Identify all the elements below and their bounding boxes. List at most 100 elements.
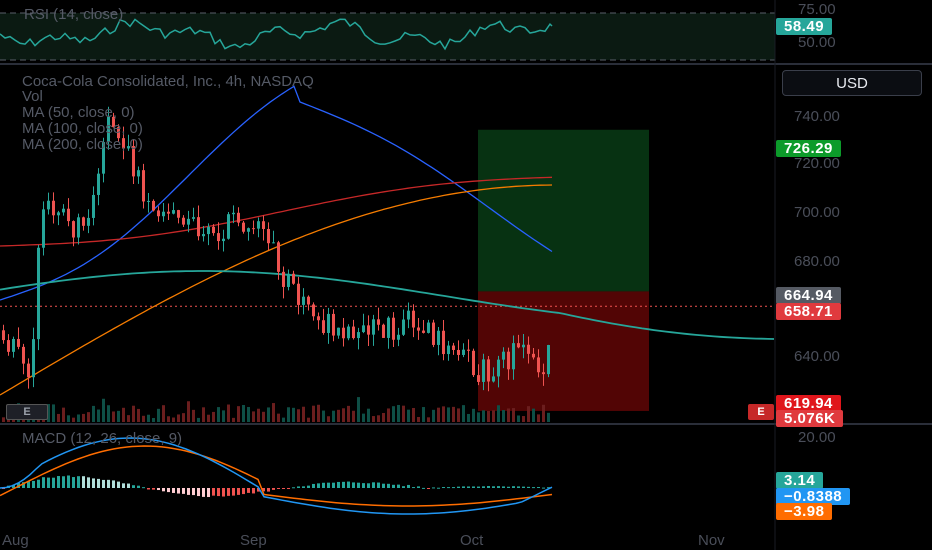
macd-histogram-bar xyxy=(247,488,250,493)
macd-histogram-bar xyxy=(257,488,260,492)
candle-up xyxy=(187,218,190,225)
candle-down xyxy=(297,283,300,305)
macd-histogram-bar xyxy=(177,488,180,494)
volume-bar xyxy=(507,408,510,422)
volume-bar xyxy=(92,405,95,422)
stop-loss-tag: 619.94 xyxy=(776,395,841,412)
macd-histogram-bar xyxy=(362,483,365,488)
macd-histogram-bar xyxy=(132,485,135,488)
rsi-line xyxy=(0,18,553,51)
macd-histogram-bar xyxy=(527,486,530,488)
macd-histogram-bar xyxy=(137,485,140,488)
rsi-legend: RSI (14, close) xyxy=(24,6,124,23)
macd-histogram-bar xyxy=(262,488,265,492)
volume-bar xyxy=(122,407,125,422)
ma100-legend: MA (100, close, 0) xyxy=(22,120,143,137)
volume-bar xyxy=(257,408,260,422)
candle-up xyxy=(327,313,330,333)
macd-histogram-bar xyxy=(32,480,35,488)
volume-bar xyxy=(412,407,415,422)
candle-up xyxy=(227,214,230,239)
candle-down xyxy=(292,273,295,284)
volume-bar xyxy=(502,410,505,422)
take-profit-tag: 726.29 xyxy=(776,140,841,157)
volume-bar xyxy=(417,417,420,422)
candle-down xyxy=(542,372,545,375)
candle-up xyxy=(512,343,515,370)
price-tick-740: 740.00 xyxy=(794,108,840,125)
candle-up xyxy=(32,339,35,378)
macd-histogram-bar xyxy=(202,488,205,497)
volume-bar xyxy=(287,407,290,422)
rsi-value-tag: 58.49 xyxy=(776,18,833,35)
macd-histogram-bar xyxy=(92,478,95,488)
price-tick-700: 700.00 xyxy=(794,204,840,221)
macd-line xyxy=(0,437,553,515)
macd-histogram-bar xyxy=(252,488,255,494)
candle-up xyxy=(62,208,65,213)
macd-histogram-bar xyxy=(107,479,110,488)
volume-bar xyxy=(387,408,390,422)
macd-histogram-bar xyxy=(532,487,535,489)
currency-button[interactable]: USD xyxy=(782,70,922,96)
volume-bar xyxy=(207,414,210,422)
macd-histogram-bar xyxy=(402,486,405,488)
candle-down xyxy=(82,217,85,226)
volume-bar xyxy=(537,414,540,422)
volume-bar xyxy=(242,405,245,422)
candle-down xyxy=(417,327,420,331)
volume-bar xyxy=(467,413,470,422)
volume-bar xyxy=(302,406,305,422)
candle-up xyxy=(387,317,390,338)
ma50-legend: MA (50, close, 0) xyxy=(22,104,135,121)
volume-bar xyxy=(212,411,215,422)
candle-down xyxy=(422,330,425,333)
candle-up xyxy=(522,344,525,348)
volume-bar xyxy=(197,417,200,422)
macd-line-tag: −0.8388 xyxy=(776,488,851,505)
candle-up xyxy=(337,327,340,336)
candle-up xyxy=(102,142,105,174)
volume-bar xyxy=(517,415,520,422)
price-tick-720: 720.00 xyxy=(794,155,840,172)
macd-histogram-bar xyxy=(212,488,215,496)
candle-down xyxy=(212,226,215,234)
candle-up xyxy=(77,217,80,238)
earnings-marker-right[interactable]: E xyxy=(748,404,774,420)
volume-bar xyxy=(512,408,515,422)
macd-histogram-bar xyxy=(497,486,500,488)
candle-up xyxy=(147,200,150,202)
current-price-tag: 658.71 xyxy=(776,303,841,320)
macd-histogram-bar xyxy=(167,488,170,493)
candle-down xyxy=(132,146,135,177)
macd-histogram-bar xyxy=(62,476,65,488)
macd-histogram-bar xyxy=(482,486,485,488)
volume-bar xyxy=(272,403,275,422)
macd-histogram-bar xyxy=(502,486,505,488)
volume-bar xyxy=(352,410,355,422)
candle-down xyxy=(317,316,320,321)
macd-signal-line xyxy=(0,445,553,507)
candle-down xyxy=(17,338,20,347)
volume-bar xyxy=(87,412,90,422)
macd-histogram-bar xyxy=(192,488,195,496)
volume-bar xyxy=(77,414,80,422)
volume-bar xyxy=(337,409,340,422)
macd-histogram-bar xyxy=(37,479,40,488)
position-profit-zone xyxy=(478,129,649,292)
macd-histogram-bar xyxy=(367,483,370,488)
volume-bar xyxy=(482,410,485,422)
macd-histogram-bar xyxy=(352,482,355,488)
candle-up xyxy=(137,170,140,177)
position-tool[interactable] xyxy=(0,129,775,411)
price-tick-640: 640.00 xyxy=(794,348,840,365)
candle-up xyxy=(107,116,110,143)
macd-histogram-bar xyxy=(307,485,310,488)
candle-up xyxy=(257,221,260,229)
macd-histogram-bar xyxy=(512,486,515,488)
earnings-marker-left[interactable]: E xyxy=(6,404,48,420)
macd-histogram-bar xyxy=(347,481,350,488)
volume-bar xyxy=(362,413,365,422)
macd-histogram-bar xyxy=(27,481,30,488)
